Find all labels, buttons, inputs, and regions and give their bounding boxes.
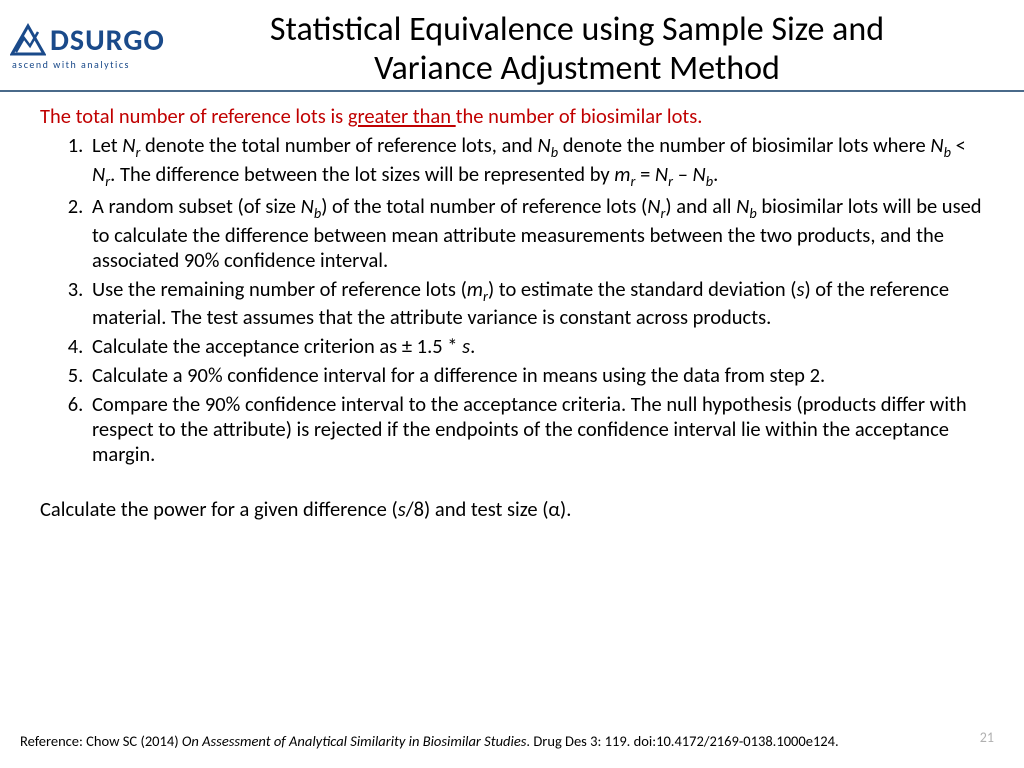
t: . <box>713 161 718 187</box>
sub-b: b <box>944 143 951 161</box>
header: DSURGO ascend with analytics Statistical… <box>0 0 1024 92</box>
ref-title: On Assessment of Analytical Similarity i… <box>182 732 526 750</box>
t: A random subset (of size <box>92 193 301 219</box>
t: denote the total number of reference lot… <box>140 132 537 158</box>
lt: < <box>951 132 966 158</box>
ref-pre: Reference: Chow SC (2014) <box>20 732 182 750</box>
sub-b: b <box>551 143 558 161</box>
t: Use the remaining number of reference lo… <box>92 276 467 302</box>
logo-tagline: ascend with analytics <box>12 58 210 71</box>
var-N: N <box>693 161 706 187</box>
step-6: Compare the 90% confidence interval to t… <box>88 392 984 467</box>
ref-post: . Drug Des 3: 119. doi:10.4172/2169-0138… <box>526 732 838 750</box>
reference: Reference: Chow SC (2014) On Assessment … <box>20 732 1004 750</box>
page-number: 21 <box>980 729 994 746</box>
t: ) of the total number of reference lots … <box>321 193 647 219</box>
var-N: N <box>92 161 105 187</box>
sub-b: b <box>749 204 756 222</box>
var-N: N <box>736 193 749 219</box>
var-N: N <box>122 132 135 158</box>
steps-list: Let Nr denote the total number of refere… <box>40 133 984 467</box>
eq: = <box>635 161 654 187</box>
t: Let <box>92 132 122 158</box>
logo-name: DSURGO <box>50 26 165 56</box>
t: ) to estimate the standard deviation ( <box>488 276 797 302</box>
intro-underline: greater than <box>348 103 456 129</box>
var-s: s <box>398 496 406 522</box>
logo-icon <box>10 22 46 56</box>
t: Calculate the acceptance criterion as ± … <box>92 333 462 359</box>
var-s: s <box>462 333 470 359</box>
logo-mark: DSURGO <box>10 22 210 56</box>
t: /8) and test size (α). <box>406 496 572 522</box>
var-N: N <box>930 132 943 158</box>
logo: DSURGO ascend with analytics <box>10 8 210 71</box>
t: . <box>470 333 475 359</box>
slide-content: The total number of reference lots is gr… <box>0 92 1024 522</box>
step-1: Let Nr denote the total number of refere… <box>88 133 984 190</box>
slide-title: Statistical Equivalence using Sample Siz… <box>210 8 1004 88</box>
power-text: Calculate the power for a given differen… <box>40 497 984 522</box>
step-4: Calculate the acceptance criterion as ± … <box>88 334 984 359</box>
var-N: N <box>537 132 550 158</box>
t: Calculate the power for a given differen… <box>40 496 398 522</box>
var-m: m <box>614 161 630 187</box>
t: . The difference between the lot sizes w… <box>110 161 614 187</box>
var-m: m <box>467 276 483 302</box>
var-N: N <box>301 193 314 219</box>
intro-post: the number of biosimilar lots. <box>456 103 703 129</box>
step-3: Use the remaining number of reference lo… <box>88 277 984 331</box>
intro-text: The total number of reference lots is gr… <box>40 104 984 129</box>
intro-pre: The total number of reference lots is <box>40 103 348 129</box>
minus: – <box>673 161 692 187</box>
step-5: Calculate a 90% confidence interval for … <box>88 363 984 388</box>
var-N: N <box>655 161 668 187</box>
var-N: N <box>647 193 660 219</box>
step-2: A random subset (of size Nb ) of the tota… <box>88 194 984 273</box>
t: ) and all <box>665 193 736 219</box>
t: denote the number of biosimilar lots whe… <box>558 132 930 158</box>
